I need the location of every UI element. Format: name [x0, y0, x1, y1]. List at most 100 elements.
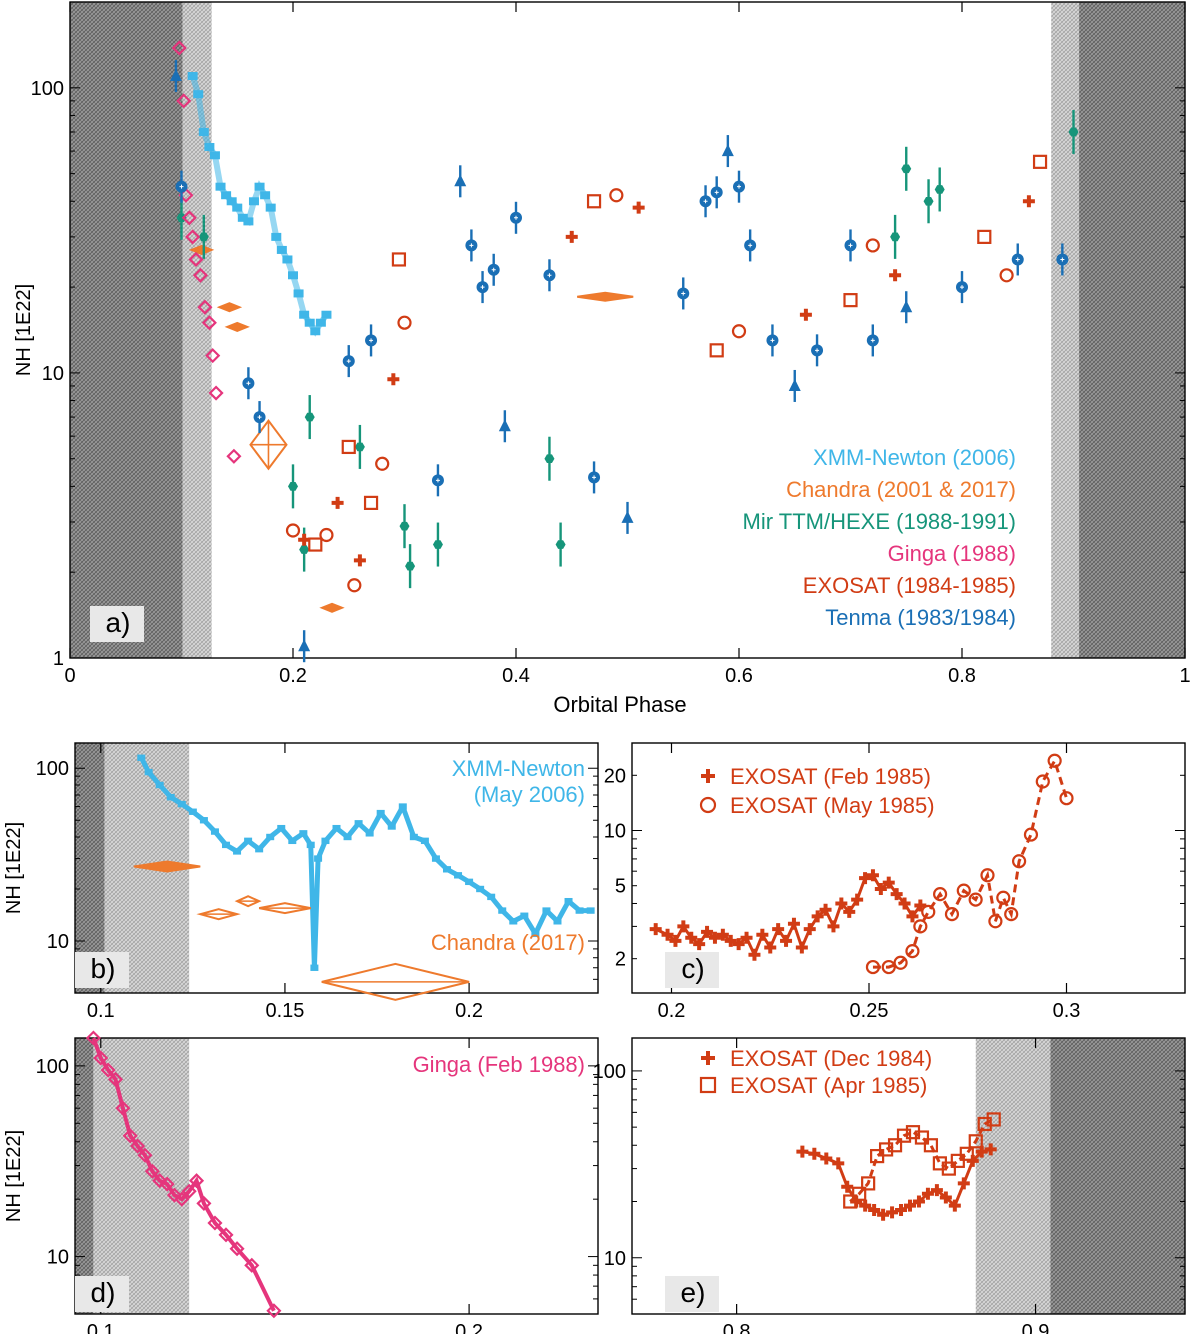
data-point — [181, 210, 197, 226]
panel-tag-box — [665, 1276, 719, 1312]
panel-tag-box — [90, 606, 144, 642]
data-point — [811, 910, 824, 923]
eclipse-region — [75, 1038, 94, 1314]
legend-entry: Ginga (1988) — [888, 541, 1016, 566]
data-point — [353, 554, 366, 567]
data-point — [984, 1143, 997, 1156]
series-label: Chandra (2017) — [431, 930, 585, 955]
data-point — [866, 869, 879, 882]
data-point — [930, 1184, 943, 1197]
data-point — [740, 931, 753, 944]
data-point — [890, 888, 903, 901]
data-point — [859, 872, 872, 885]
data-point — [721, 144, 734, 157]
x-tick-label: 0.1 — [87, 1321, 115, 1334]
data-point — [905, 943, 920, 959]
data-point — [177, 800, 186, 808]
data-point — [756, 928, 769, 941]
data-point — [331, 496, 344, 509]
data-point — [319, 527, 334, 543]
data-point — [420, 837, 429, 845]
data-point — [732, 938, 745, 951]
series-ginga — [171, 40, 242, 464]
data-point — [405, 561, 416, 571]
data-point — [169, 69, 182, 82]
data-point — [196, 1195, 212, 1211]
x-axis-label: Orbital Phase — [553, 692, 686, 717]
data-point — [865, 238, 880, 253]
data-point — [1004, 907, 1019, 922]
data-point — [181, 1183, 197, 1199]
eclipse-region — [1079, 2, 1185, 658]
series-chandra — [188, 244, 634, 613]
data-point — [224, 321, 250, 332]
data-point — [115, 1100, 131, 1116]
data-point — [887, 1138, 903, 1153]
data-point — [233, 848, 242, 855]
data-point — [137, 1147, 153, 1163]
data-point — [376, 809, 385, 817]
data-point — [827, 920, 840, 933]
data-point — [1047, 753, 1062, 768]
data-point — [185, 229, 201, 245]
y-tick-label: 100 — [36, 1056, 69, 1078]
data-point — [197, 299, 213, 315]
data-point — [363, 495, 379, 510]
data-point — [498, 907, 507, 914]
data-point — [693, 938, 706, 951]
data-point — [780, 934, 793, 947]
data-point — [431, 474, 444, 487]
data-point — [977, 1116, 992, 1132]
y-tick-label: 10 — [47, 1247, 69, 1269]
y-tick-label: 100 — [31, 78, 64, 100]
data-point — [454, 174, 467, 187]
data-point — [544, 454, 555, 464]
eclipse-region — [975, 1038, 1051, 1314]
data-point — [944, 907, 960, 922]
data-point — [432, 540, 443, 549]
data-point — [844, 239, 857, 252]
data-point — [1011, 253, 1024, 266]
data-point — [409, 833, 418, 841]
legend-entry: EXOSAT (Apr 1985) — [730, 1073, 927, 1098]
data-point — [669, 934, 682, 947]
data-point — [699, 195, 712, 208]
data-point — [716, 928, 729, 941]
legend-entry: XMM-Newton (2006) — [813, 445, 1016, 470]
data-point — [685, 931, 698, 944]
data-point — [152, 1173, 168, 1189]
data-point — [306, 841, 315, 849]
data-point — [399, 521, 410, 531]
data-point — [1032, 154, 1048, 169]
data-point — [93, 1050, 109, 1066]
data-point — [218, 1227, 234, 1243]
data-point — [277, 824, 286, 832]
panel-d: 0.1 0.2 10 100 NH [1E22] d) Ginga (Feb 1988) — [3, 1030, 599, 1334]
data-point — [932, 887, 948, 902]
data-point — [166, 793, 175, 801]
data-point — [332, 824, 341, 832]
data-point — [980, 868, 995, 883]
x-tick-label: 0.25 — [850, 1000, 889, 1022]
data-point — [701, 925, 714, 938]
x-tick-label: 0.2 — [279, 665, 307, 687]
data-point — [733, 180, 745, 193]
data-point — [923, 1138, 939, 1153]
eclipse-region — [1050, 1038, 1185, 1314]
data-point — [588, 471, 601, 484]
data-point — [387, 823, 396, 830]
series-line — [91, 1037, 276, 1312]
data-point — [299, 545, 310, 554]
data-point — [365, 334, 378, 347]
data-point — [708, 931, 721, 944]
data-point — [210, 828, 219, 835]
plot-frame — [631, 1037, 1186, 1315]
data-point — [764, 941, 777, 954]
data-point — [661, 928, 674, 941]
data-point — [144, 768, 153, 776]
data-point — [957, 1177, 970, 1190]
x-tick-label: 0.8 — [948, 665, 976, 687]
data-point — [454, 872, 463, 879]
data-point — [510, 211, 522, 224]
data-point — [901, 164, 912, 174]
